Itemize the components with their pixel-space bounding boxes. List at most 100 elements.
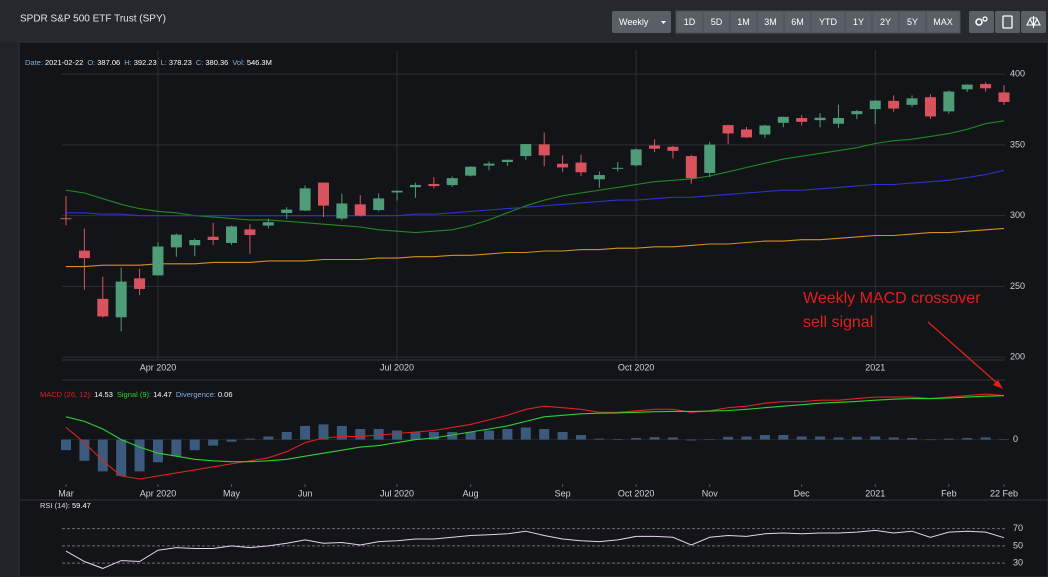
candle-body [354, 204, 366, 216]
annotation: Weekly MACD crossover [803, 290, 981, 307]
divergence-bar [594, 438, 605, 440]
y-tick-label: 300 [1010, 210, 1025, 220]
range-label: 6M [791, 17, 804, 27]
divergence-bar [281, 431, 292, 440]
info-value: 546.3M [247, 58, 272, 67]
candle-body [317, 182, 329, 206]
divergence-bar [980, 437, 991, 440]
tool-icons [969, 11, 1046, 33]
x-tick-label: Dec [794, 488, 811, 498]
candle-body [649, 145, 661, 149]
divergence-bar [686, 439, 697, 441]
gear-icon [975, 18, 983, 26]
rsi-line [65, 529, 1005, 569]
divergence-bar [428, 431, 439, 440]
divergence-bar [152, 439, 163, 463]
divergence-bar [208, 439, 219, 446]
candle-body [520, 144, 532, 157]
divergence-bar [704, 439, 715, 440]
divergence-bar [97, 439, 108, 472]
candle-body [630, 149, 642, 166]
annotation-arrowhead [993, 380, 1003, 389]
x-tick-label: Jun [298, 488, 313, 498]
candle-body [60, 218, 72, 220]
candle-body [685, 156, 697, 179]
calculator-button[interactable] [995, 11, 1020, 33]
candle-body [446, 178, 458, 186]
candle-body [226, 226, 238, 243]
info-value: 387.06 [97, 58, 120, 67]
divergence-bar [79, 439, 90, 461]
candle-body [906, 98, 918, 105]
divergence-bar [116, 439, 127, 476]
info-value: 2021-02-22 [45, 58, 83, 67]
info-label: H: [124, 58, 132, 67]
candle-body [998, 92, 1010, 102]
dropdown-caret [661, 21, 666, 24]
candle-body [391, 190, 403, 193]
candle-body [207, 236, 219, 240]
x-tick-label: Feb [941, 488, 957, 498]
candle-body [281, 209, 293, 213]
x-tick-label: Nov [702, 488, 719, 498]
x-tick-label: Oct 2020 [618, 362, 655, 372]
info-label: O: [87, 58, 95, 67]
divergence-bar [465, 431, 476, 440]
info-label: Vol: [232, 58, 245, 67]
candle-body [262, 222, 274, 226]
x-tick-label: Oct 2020 [618, 488, 655, 498]
divergence-bar [355, 428, 366, 440]
divergence-bar [999, 439, 1009, 440]
divergence-bar [870, 436, 881, 440]
legend-value: 14.47 [153, 390, 172, 399]
divergence-bar [484, 430, 495, 440]
ohlc-info: Date: 2021-02-22 O: 387.06 H: 392.23 L: 378.23 C… [25, 58, 272, 67]
candle-body [170, 234, 182, 248]
divergence-bar [667, 437, 678, 440]
divergence-bar [263, 436, 274, 440]
divergence-bar [226, 439, 237, 442]
info-label: C: [196, 58, 204, 67]
candle-body [814, 117, 826, 121]
divergence-bar [244, 438, 255, 440]
candle-body [409, 184, 421, 188]
legend-name: Divergence: [176, 390, 216, 399]
legend-name: Signal (9): [117, 390, 151, 399]
divergence-bar [851, 436, 862, 440]
divergence-bar [723, 436, 734, 440]
interval-label: Weekly [619, 17, 649, 27]
candle-body [796, 118, 808, 122]
range-label: 1M [737, 17, 750, 27]
x-tick-label: Aug [463, 488, 479, 498]
divergence-bar [539, 428, 550, 440]
macd-line [65, 393, 1005, 480]
x-tick-label: Jul 2020 [380, 362, 414, 372]
divergence-bar [575, 435, 586, 440]
legend-name: MACD (26, 12): [40, 390, 92, 399]
chart-area [18, 41, 1048, 577]
divergence-bar [392, 430, 403, 440]
annotation-arrow [927, 321, 999, 385]
x-tick-label: 2021 [865, 488, 885, 498]
moving-average [65, 120, 1005, 234]
interval-button[interactable] [612, 11, 671, 33]
divergence-bar [815, 436, 826, 440]
candle-body [924, 97, 936, 117]
divergence-bar [134, 439, 145, 472]
scale-icon [1026, 16, 1041, 28]
divergence-bar [61, 439, 71, 451]
info-value: 380.36 [205, 58, 228, 67]
y-tick-label: 200 [1010, 352, 1025, 362]
range-button[interactable] [925, 10, 961, 34]
x-tick-label: 2021 [865, 362, 885, 372]
candle-body [722, 125, 734, 134]
toolbar: Weekly 1D 5D 1M 3M 6M YTD 1Y 2Y 5Y MAX [612, 10, 961, 34]
moving-average [66, 169, 1005, 217]
info-value: 378.23 [169, 58, 192, 67]
divergence-bar [300, 425, 311, 440]
candle-body [97, 298, 109, 317]
calculator-icon [1002, 15, 1013, 29]
divergence-bar [520, 427, 531, 440]
